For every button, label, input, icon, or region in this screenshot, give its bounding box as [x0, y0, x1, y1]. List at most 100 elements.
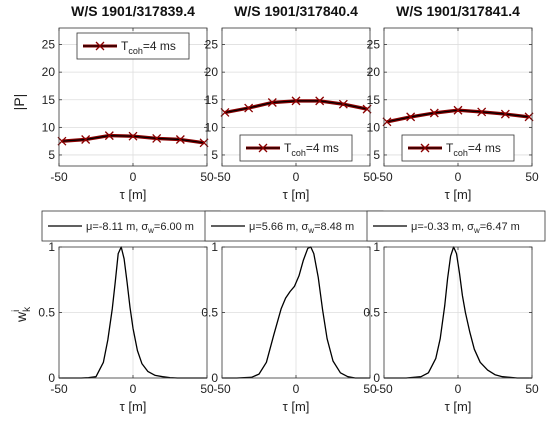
- data-point-marker: [81, 135, 91, 144]
- y-tick-label: 0.5: [38, 306, 55, 320]
- x-tick-label: 0: [130, 382, 137, 396]
- y-tick-label: 0.5: [363, 306, 380, 320]
- legend-label-T: T: [121, 39, 129, 53]
- y-tick-label: 10: [367, 120, 381, 134]
- legend-marker: [95, 41, 105, 51]
- x-tick-label: -50: [50, 382, 68, 396]
- legend-label: Tcoh=4 ms: [284, 141, 339, 158]
- y-tick-label: 25: [205, 38, 219, 52]
- y-tick-label: 0: [211, 371, 218, 385]
- x-axis-label: τ [m]: [283, 399, 310, 414]
- x-tick-label: -50: [375, 382, 393, 396]
- x-tick-label: 0: [455, 170, 462, 184]
- legend-label-sub: coh: [128, 46, 143, 56]
- legend-marker: [258, 143, 268, 153]
- data-point-marker: [104, 131, 114, 141]
- legend: Tcoh=4 ms: [239, 134, 353, 162]
- legend: Tcoh=4 ms: [76, 32, 190, 60]
- x-tick-label: -50: [50, 170, 68, 184]
- legend: μ=-0.33 m, σw=6.47 m: [366, 210, 546, 242]
- legend-label-sub: w: [307, 226, 314, 235]
- legend-label: μ=-0.33 m, σw=6.47 m: [411, 221, 520, 235]
- legend: μ=-8.11 m, σw=6.00 m: [41, 210, 221, 242]
- x-tick-label: 50: [525, 170, 539, 184]
- y-tick-label: 10: [42, 120, 56, 134]
- y-tick-label: 25: [42, 38, 56, 52]
- legend-label: μ=5.66 m, σw=8.48 m: [249, 221, 354, 235]
- data-point-marker: [175, 135, 185, 144]
- legend: μ=5.66 m, σw=8.48 m: [204, 210, 384, 242]
- x-tick-label: -50: [375, 170, 393, 184]
- legend-label: μ=-8.11 m, σw=6.00 m: [86, 221, 194, 235]
- legend-label-T: T: [284, 141, 292, 155]
- legend-marker: [420, 143, 430, 153]
- x-axis-label: τ [m]: [445, 399, 472, 414]
- x-tick-label: 0: [293, 170, 300, 184]
- legend-label-suffix: =4 ms: [143, 39, 176, 53]
- legend-label-suffix: =4 ms: [306, 141, 339, 155]
- x-axis-label: τ [m]: [283, 187, 310, 202]
- y-tick-label: 5: [48, 148, 55, 162]
- legend-label-mu: μ=-8.11 m, σ: [86, 221, 148, 233]
- y-tick-label: 15: [205, 93, 219, 107]
- bottom-ylabel: wki: [11, 306, 33, 323]
- x-axis-label: τ [m]: [120, 187, 147, 202]
- y-tick-label: 5: [211, 148, 218, 162]
- y-tick-label: 0: [373, 371, 380, 385]
- x-tick-label: -50: [213, 382, 231, 396]
- y-tick-label: 0: [48, 371, 55, 385]
- legend-label-sub: w: [147, 226, 154, 235]
- chart-title: W/S 1901/317840.4: [234, 3, 358, 19]
- y-tick-label: 1: [48, 240, 55, 254]
- x-tick-label: 0: [293, 382, 300, 396]
- series-line: [384, 246, 532, 379]
- data-point-marker: [477, 107, 487, 117]
- legend-label-suffix: =4 ms: [468, 141, 501, 155]
- bottom-ylabel-sup: i: [11, 310, 22, 312]
- legend: Tcoh=4 ms: [401, 134, 515, 162]
- x-axis-label: τ [m]: [120, 399, 147, 414]
- data-point-marker: [128, 131, 138, 141]
- x-tick-label: 0: [130, 170, 137, 184]
- legend-box: [401, 134, 515, 162]
- y-tick-label: 20: [205, 65, 219, 79]
- legend-label-mu: μ=-0.33 m, σ: [411, 221, 474, 233]
- legend-label-T: T: [446, 141, 454, 155]
- y-tick-label: 5: [373, 148, 380, 162]
- data-point-marker: [244, 103, 254, 113]
- y-tick-label: 20: [42, 65, 56, 79]
- x-tick-label: 50: [200, 170, 214, 184]
- x-tick-label: 50: [363, 170, 377, 184]
- legend-label: Tcoh=4 ms: [121, 39, 176, 56]
- legend-label-sub: w: [473, 226, 480, 235]
- panel-2: -50 0 50 5 10 15 20 25 τ [m] W/S 1901/317840.4 Tco…: [205, 3, 377, 202]
- data-point-marker: [500, 109, 510, 119]
- top-ylabel: |P|: [11, 94, 27, 111]
- legend-label-sub: coh: [453, 148, 468, 158]
- data-point-marker: [315, 96, 325, 106]
- series-line: [222, 246, 370, 379]
- bottom-ylabel-sub: k: [22, 306, 33, 312]
- x-tick-label: 50: [363, 382, 377, 396]
- y-tick-label: 20: [367, 65, 381, 79]
- legend-label-sigma: =6.47 m: [480, 221, 520, 233]
- panel-1: -50 0 50 5 10 15 20 25 τ [m] W/S 1901/317839.4 Tco…: [42, 3, 214, 202]
- legend-label: Tcoh=4 ms: [446, 141, 501, 158]
- data-point-marker: [406, 112, 416, 122]
- legend-label-sigma: =8.48 m: [314, 221, 354, 233]
- y-tick-label: 25: [367, 38, 381, 52]
- y-tick-label: 10: [205, 120, 219, 134]
- chart-title: W/S 1901/317839.4: [71, 3, 195, 19]
- data-point-marker: [453, 105, 463, 115]
- data-point-marker: [338, 99, 348, 109]
- data-point-marker: [152, 133, 162, 143]
- x-axis-label: τ [m]: [445, 187, 472, 202]
- x-tick-label: 50: [200, 382, 214, 396]
- legend-label-sub: coh: [291, 148, 306, 158]
- data-point-marker: [267, 98, 277, 107]
